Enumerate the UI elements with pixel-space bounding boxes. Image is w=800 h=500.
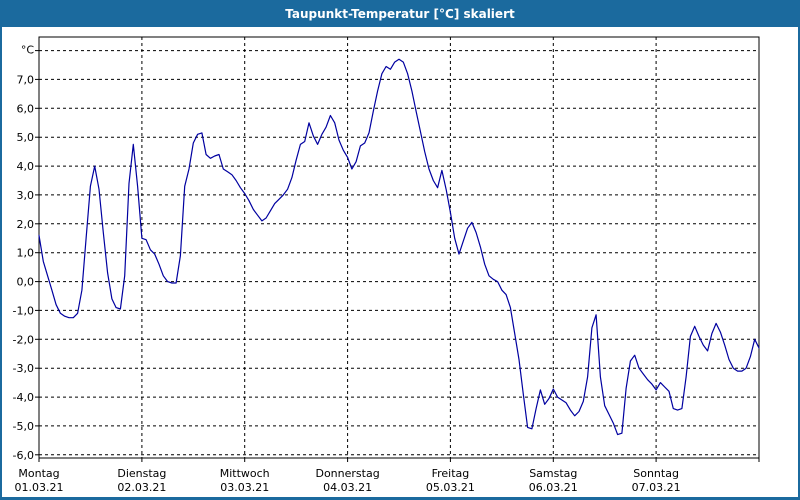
day-name-label: Donnerstag [315,467,379,480]
day-name-label: Freitag [432,467,470,480]
y-tick-label: -1,0 [13,304,34,317]
y-axis-unit-label: °C [21,44,35,57]
y-tick-label: -4,0 [13,391,34,404]
day-date-label: 06.03.21 [529,481,578,494]
day-date-label: 02.03.21 [117,481,166,494]
y-tick-label: 2,0 [17,218,35,231]
day-name-label: Dienstag [117,467,166,480]
day-name-label: Mittwoch [220,467,270,480]
window-title: Taupunkt-Temperatur [°C] skaliert [285,6,515,21]
plot-border [38,36,760,459]
day-name-label: Montag [18,467,59,480]
y-tick-label: 4,0 [17,160,35,173]
y-tick-label: -2,0 [13,333,34,346]
y-tick-label: 3,0 [17,189,35,202]
day-date-label: 01.03.21 [15,481,64,494]
day-name-label: Samstag [529,467,577,480]
y-tick-label: 6,0 [17,102,35,115]
dewpoint-temperature-curve [38,58,760,436]
day-date-label: 04.03.21 [323,481,372,494]
y-tick-label: 1,0 [17,247,35,260]
day-date-label: 03.03.21 [220,481,269,494]
y-tick-label: 7,0 [17,73,35,86]
day-name-label: Sonntag [633,467,679,480]
day-date-label: 05.03.21 [426,481,475,494]
y-tick-label: 5,0 [17,131,35,144]
y-tick-label: 0,0 [17,276,35,289]
y-tick-label: -5,0 [13,420,34,433]
title-bar: Taupunkt-Temperatur [°C] skaliert [0,0,800,27]
y-tick-label: -6,0 [13,449,34,462]
y-tick-label: -3,0 [13,362,34,375]
day-date-label: 07.03.21 [632,481,681,494]
